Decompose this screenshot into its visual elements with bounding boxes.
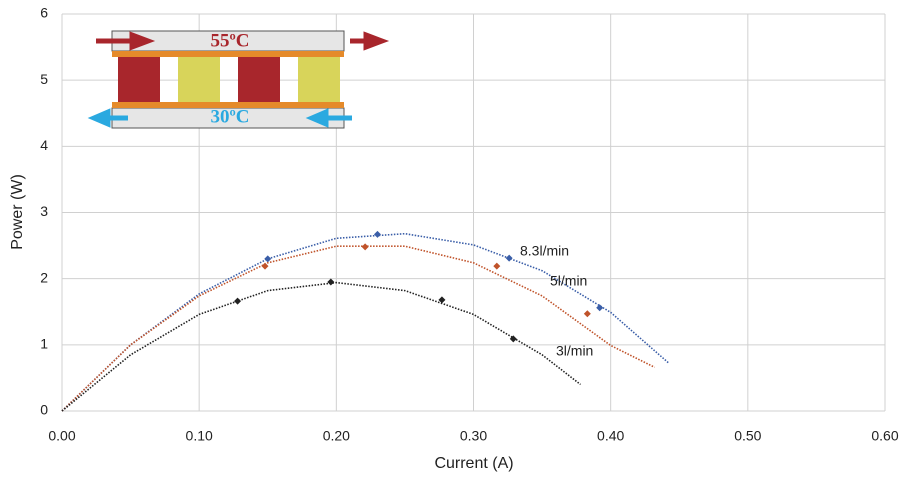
- arrow: [305, 108, 352, 128]
- marker: [234, 297, 242, 305]
- x-tick-label: 0.00: [48, 428, 75, 444]
- arrow: [96, 31, 156, 51]
- x-tick-label: 0.10: [186, 428, 213, 444]
- marker: [327, 278, 335, 286]
- arrow: [87, 108, 128, 128]
- marker: [264, 255, 272, 263]
- inset-diagram: 55ºC 30ºC: [87, 30, 390, 129]
- leg: [298, 57, 340, 102]
- y-tick-label: 2: [40, 269, 48, 285]
- marker: [373, 230, 381, 238]
- marker: [261, 262, 269, 270]
- hot-label: 55ºC: [211, 30, 250, 51]
- y-tick-label: 5: [40, 71, 48, 87]
- leg: [238, 57, 280, 102]
- series-label: 8.3l/min: [520, 243, 569, 259]
- y-tick-label: 1: [40, 336, 48, 352]
- marker: [583, 310, 591, 318]
- series-label: 3l/min: [556, 343, 593, 359]
- marker: [596, 304, 604, 312]
- trend-line: [61, 245, 655, 412]
- x-tick-label: 0.30: [460, 428, 487, 444]
- trend-line: [61, 232, 669, 412]
- marker: [493, 262, 501, 270]
- x-tick-label: 0.40: [597, 428, 624, 444]
- y-tick-label: 6: [40, 5, 48, 21]
- contact: [112, 102, 344, 108]
- x-tick-label: 0.20: [323, 428, 350, 444]
- cold-label: 30ºC: [211, 106, 250, 127]
- contact: [112, 51, 344, 57]
- x-axis-label: Current (A): [434, 455, 513, 472]
- marker: [505, 254, 513, 262]
- leg: [118, 57, 160, 102]
- y-tick-label: 3: [40, 203, 48, 219]
- y-tick-label: 0: [40, 402, 48, 418]
- y-axis-label: Power (W): [9, 174, 26, 250]
- trend-line: [61, 281, 581, 412]
- marker: [438, 296, 446, 304]
- arrow: [350, 31, 390, 51]
- marker: [361, 243, 369, 251]
- y-tick-label: 4: [40, 137, 48, 153]
- x-tick-label: 0.50: [734, 428, 761, 444]
- marker: [509, 335, 517, 343]
- leg: [178, 57, 220, 102]
- x-tick-label: 0.60: [871, 428, 898, 444]
- series-label: 5l/min: [550, 273, 587, 289]
